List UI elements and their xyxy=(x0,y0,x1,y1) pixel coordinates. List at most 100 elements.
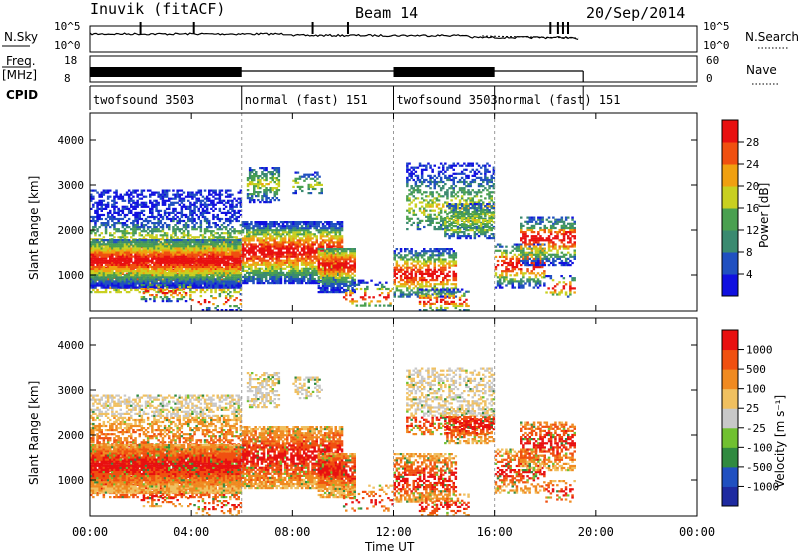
scatter-cell xyxy=(305,265,308,268)
scatter-cell xyxy=(104,276,108,279)
scatter-cell xyxy=(252,235,255,238)
scatter-cell xyxy=(123,276,127,279)
scatter-cell xyxy=(218,247,222,250)
scatter-cell xyxy=(243,243,247,246)
scatter-cell xyxy=(319,229,323,232)
scatter-cell xyxy=(98,274,101,277)
scatter-cell xyxy=(151,203,154,206)
scatter-cell xyxy=(172,201,175,204)
scatter-cell xyxy=(328,241,331,244)
scatter-cell xyxy=(235,241,238,244)
scatter-cell xyxy=(98,241,101,244)
scatter-cell xyxy=(195,278,198,281)
scatter-cell xyxy=(264,273,268,276)
scatter-cell xyxy=(111,261,114,264)
power-cells xyxy=(90,113,576,312)
scatter-cell xyxy=(182,270,186,273)
scatter-cell xyxy=(125,259,129,262)
scatter-cell xyxy=(229,278,232,281)
scatter-cell xyxy=(239,251,243,254)
scatter-cell xyxy=(151,249,154,252)
scatter-cell xyxy=(151,288,154,291)
scatter-cell xyxy=(155,274,158,277)
scatter-cell xyxy=(104,284,108,287)
scatter-cell xyxy=(102,257,106,260)
scatter-cell xyxy=(208,276,211,279)
scatter-cell xyxy=(283,229,287,232)
scatter-cell xyxy=(130,276,133,279)
scatter-cell xyxy=(191,215,194,219)
scatter-cell xyxy=(187,272,190,275)
scatter-cell xyxy=(157,261,160,264)
scatter-cell xyxy=(165,276,169,279)
scatter-cell xyxy=(132,213,135,217)
scatter-cell xyxy=(144,280,148,283)
scatter-cell xyxy=(161,238,165,241)
scatter-cell xyxy=(157,249,160,252)
scatter-cell xyxy=(134,261,137,264)
scatter-cell xyxy=(264,233,268,236)
scatter-cell xyxy=(277,273,281,276)
scatter-cell xyxy=(264,221,268,224)
scatter-cell xyxy=(212,205,215,208)
scatter-cell xyxy=(246,237,249,240)
scatter-cell xyxy=(161,251,165,254)
scatter-cell xyxy=(98,263,101,266)
scatter-cell xyxy=(241,231,245,234)
scatter-cell xyxy=(100,280,103,283)
scatter-cell xyxy=(106,286,110,289)
scatter-cell xyxy=(229,195,232,198)
scatter-cell xyxy=(201,257,205,260)
scatter-cell xyxy=(149,270,152,273)
scatter-cell xyxy=(109,286,112,290)
scatter-cell xyxy=(250,267,253,270)
scatter-cell xyxy=(125,230,129,233)
scatter-cell xyxy=(90,219,93,223)
scatter-cell xyxy=(172,268,175,271)
scatter-cell xyxy=(146,267,150,271)
scatter-cell xyxy=(176,189,179,192)
scatter-cell xyxy=(197,241,200,244)
scatter-cell xyxy=(311,245,314,248)
scatter-cell xyxy=(250,257,253,260)
scatter-cell xyxy=(214,259,217,262)
scatter-cell xyxy=(170,290,173,293)
scatter-cell xyxy=(155,205,158,208)
scatter-cell xyxy=(123,280,127,283)
scatter-cell xyxy=(214,268,217,271)
scatter-cell xyxy=(224,213,228,217)
scatter-cell xyxy=(250,169,254,172)
scatter-cell xyxy=(184,251,188,254)
scatter-cell xyxy=(195,241,198,244)
scatter-cell xyxy=(229,243,232,246)
scatter-cell xyxy=(102,272,106,275)
scatter-cell xyxy=(123,284,127,287)
scatter-cell xyxy=(178,292,181,295)
scatter-cell xyxy=(130,253,133,256)
scatter-cell xyxy=(292,225,295,228)
scatter-cell xyxy=(229,282,232,285)
scatter-cell xyxy=(153,284,156,287)
scatter-cell xyxy=(159,278,163,281)
scatter-cell xyxy=(136,199,139,202)
scatter-cell xyxy=(203,274,207,277)
scatter-cell xyxy=(290,282,293,285)
scatter-cell xyxy=(253,189,256,192)
scatter-cell xyxy=(106,197,110,200)
scatter-cell xyxy=(191,280,194,283)
scatter-cell xyxy=(134,286,137,289)
scatter-cell xyxy=(302,223,306,226)
scatter-cell xyxy=(123,243,127,246)
scatter-cell xyxy=(136,282,139,285)
scatter-cell xyxy=(127,261,131,264)
scatter-cell xyxy=(246,183,250,186)
scatter-cell xyxy=(237,249,240,252)
scatter-cell xyxy=(180,215,184,219)
scatter-cell xyxy=(180,253,184,256)
scatter-cell xyxy=(199,191,203,194)
scatter-cell xyxy=(220,280,224,283)
scatter-cell xyxy=(161,300,165,303)
scatter-cell xyxy=(132,280,135,283)
scatter-cell xyxy=(161,189,165,192)
scatter-cell xyxy=(214,207,217,210)
